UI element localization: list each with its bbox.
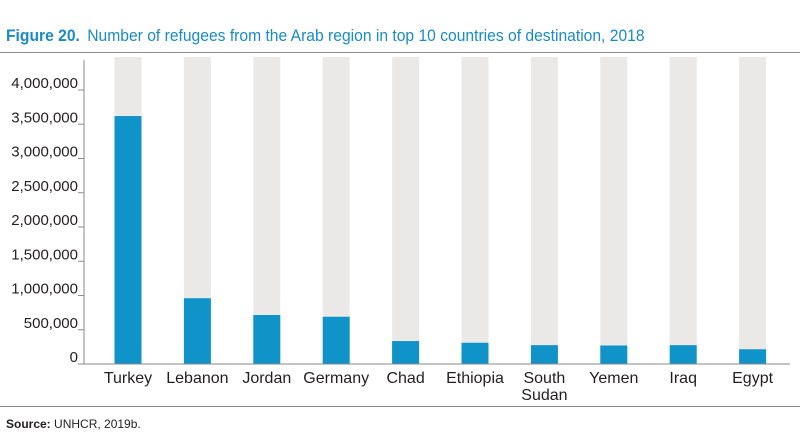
- bar-track: [253, 57, 281, 364]
- y-tick-label: 1,000,000: [11, 281, 78, 298]
- y-tick-label: 2,500,000: [11, 178, 78, 195]
- bar-lebanon: [183, 298, 211, 364]
- bar-track: [530, 57, 558, 364]
- bar-germany: [322, 316, 350, 364]
- y-tick-label: 0: [70, 349, 78, 366]
- y-tick-label: 3,500,000: [11, 109, 78, 126]
- bar-chart: 0 500,000 1,000,000 1,500,000 2,000,000 2,500…: [11, 57, 790, 404]
- y-tick-label: 2,000,000: [11, 212, 78, 229]
- y-tick-label: 3,000,000: [11, 144, 78, 161]
- x-tick-label: Yemen: [589, 370, 638, 387]
- bar-yemen: [600, 345, 628, 364]
- x-tick-label: Lebanon: [166, 370, 228, 387]
- figure-label: Figure 20.: [6, 26, 80, 45]
- top-rule: [0, 52, 800, 53]
- bar-chad: [392, 341, 420, 364]
- bar-track: [600, 57, 628, 364]
- x-tick-label: Egypt: [732, 370, 773, 387]
- x-tick-label: South Sudan: [521, 370, 567, 404]
- bar-track: [461, 57, 489, 364]
- bar-egypt: [739, 349, 767, 364]
- source-text: UNHCR, 2019b.: [54, 417, 141, 431]
- bar-turkey: [114, 116, 142, 364]
- bar-track: [392, 57, 420, 364]
- y-tick-label: 500,000: [24, 315, 78, 332]
- source-note: Source: UNHCR, 2019b.: [6, 417, 141, 431]
- x-tick-label: Germany: [303, 370, 369, 387]
- x-tick-label: Iraq: [669, 370, 697, 387]
- bar-track: [669, 57, 697, 364]
- bottom-rule: [0, 406, 800, 407]
- bar-iraq: [669, 345, 697, 364]
- x-tick-label: Chad: [386, 370, 424, 387]
- figure-caption: Number of refugees from the Arab region …: [87, 26, 645, 45]
- y-tick-label: 1,500,000: [11, 246, 78, 263]
- source-label: Source:: [6, 417, 51, 431]
- bar-track: [739, 57, 767, 364]
- x-tick-label: Jordan: [242, 370, 291, 387]
- bar-south-sudan: [530, 345, 558, 364]
- figure-title: Figure 20. Number of refugees from the Ar…: [6, 26, 645, 46]
- bar-ethiopia: [461, 342, 489, 364]
- bar-jordan: [253, 315, 281, 364]
- y-tick-label: 4,000,000: [11, 75, 78, 92]
- x-tick-label: Turkey: [104, 370, 152, 387]
- x-tick-label: Ethiopia: [446, 370, 504, 387]
- bar-track: [322, 57, 350, 364]
